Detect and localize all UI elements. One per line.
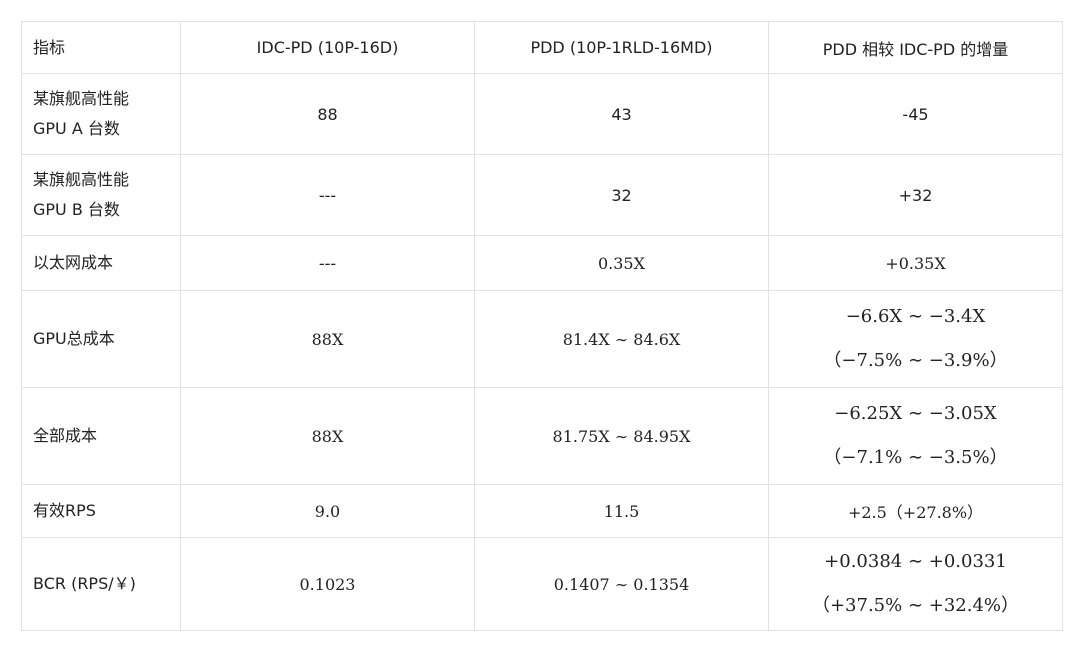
cell-delta: +2.5（+27.8%） [768,484,1063,538]
cell-pdd: 11.5 [474,484,769,538]
metric-line: 某旗舰高性能 [33,89,130,108]
delta-percent: （−7.5% ∼ −3.9%） [823,350,1008,371]
cell-pdd: 0.1407 ∼ 0.1354 [474,537,769,631]
cell-idc: --- [180,235,475,291]
table-row: 以太网成本 --- 0.35X +0.35X [21,235,1063,291]
metric-line: GPU B 台数 [33,200,120,219]
header-idc-pd: IDC-PD (10P-16D) [180,21,475,74]
table-row: GPU总成本 88X 81.4X ∼ 84.6X −6.6X ∼ −3.4X （… [21,290,1063,388]
delta-value: −6.25X ∼ −3.05X [834,403,997,424]
metric-line: GPU A 台数 [33,119,120,138]
table-row: 某旗舰高性能 GPU B 台数 --- 32 +32 [21,154,1063,236]
table-row: 有效RPS 9.0 11.5 +2.5（+27.8%） [21,484,1063,538]
cell-idc: --- [180,154,475,236]
row-metric-bcr: BCR (RPS/￥) [21,537,181,631]
cell-idc: 88X [180,387,475,485]
cell-idc: 0.1023 [180,537,475,631]
table-row: BCR (RPS/￥) 0.1023 0.1407 ∼ 0.1354 +0.03… [21,537,1063,631]
cell-delta: +0.0384 ∼ +0.0331 （+37.5% ∼ +32.4%） [768,537,1063,631]
header-metric: 指标 [21,21,181,74]
comparison-table: 指标 IDC-PD (10P-16D) PDD (10P-1RLD-16MD) … [21,21,1063,631]
cell-pdd: 0.35X [474,235,769,291]
cell-pdd: 81.4X ∼ 84.6X [474,290,769,388]
delta-percent: （−7.1% ∼ −3.5%） [823,447,1008,468]
table-header-row: 指标 IDC-PD (10P-16D) PDD (10P-1RLD-16MD) … [21,21,1063,74]
cell-pdd: 81.75X ∼ 84.95X [474,387,769,485]
delta-percent: （+37.5% ∼ +32.4%） [811,595,1020,616]
cell-delta: -45 [768,73,1063,155]
header-delta: PDD 相较 IDC-PD 的增量 [768,21,1063,74]
row-metric-total-cost: 全部成本 [21,387,181,485]
cell-idc: 9.0 [180,484,475,538]
row-metric-gpu-a: 某旗舰高性能 GPU A 台数 [21,73,181,155]
cell-pdd: 43 [474,73,769,155]
header-pdd: PDD (10P-1RLD-16MD) [474,21,769,74]
cell-pdd: 32 [474,154,769,236]
table-row: 全部成本 88X 81.75X ∼ 84.95X −6.25X ∼ −3.05X… [21,387,1063,485]
cell-idc: 88X [180,290,475,388]
cell-delta: −6.6X ∼ −3.4X （−7.5% ∼ −3.9%） [768,290,1063,388]
row-metric-ethernet-cost: 以太网成本 [21,235,181,291]
cell-delta: +0.35X [768,235,1063,291]
delta-value: −6.6X ∼ −3.4X [845,306,986,327]
table-row: 某旗舰高性能 GPU A 台数 88 43 -45 [21,73,1063,155]
metric-line: 某旗舰高性能 [33,170,130,189]
cell-delta: +32 [768,154,1063,236]
delta-value: +0.0384 ∼ +0.0331 [824,551,1007,572]
cell-delta: −6.25X ∼ −3.05X （−7.1% ∼ −3.5%） [768,387,1063,485]
cell-idc: 88 [180,73,475,155]
row-metric-gpu-total-cost: GPU总成本 [21,290,181,388]
row-metric-effective-rps: 有效RPS [21,484,181,538]
row-metric-gpu-b: 某旗舰高性能 GPU B 台数 [21,154,181,236]
